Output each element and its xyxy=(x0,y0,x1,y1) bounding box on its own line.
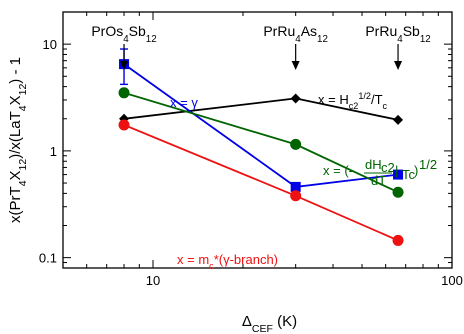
annotation-slope-text: Tc xyxy=(402,167,416,182)
x-axis-label: ΔCEF (K) xyxy=(242,313,297,334)
data-point xyxy=(290,93,301,104)
series-3 xyxy=(118,119,404,246)
plot-frame xyxy=(62,11,453,269)
annotation-slope-text: c2 xyxy=(381,160,395,175)
y-tick-label: 1 xyxy=(50,144,57,159)
compound-label-2: PrRu4Sb12 xyxy=(365,23,430,45)
compound-labels: PrOs4Sb12 PrRu4As12 PrRu4Sb12 xyxy=(91,23,431,70)
data-point xyxy=(392,186,404,198)
axes: 10 100 0.1 1 10 ΔCEF (K) x(PrT4X12)/x(LaT4X12)… xyxy=(7,11,463,334)
series-2 xyxy=(118,87,404,198)
annotation-slope-text: dH xyxy=(365,157,382,172)
x-tick-label: 10 xyxy=(146,273,160,288)
series-line xyxy=(123,63,399,188)
series-line xyxy=(123,124,399,242)
series-0 xyxy=(119,93,404,125)
series-1 xyxy=(119,48,404,192)
compound-label-0: PrOs4Sb12 xyxy=(91,23,156,45)
annotation-gamma: x = γ xyxy=(170,95,198,110)
data-point xyxy=(290,138,302,150)
annotation-slope-text: 1/2 xyxy=(419,157,437,172)
annotation-slope-text: dT xyxy=(371,173,386,188)
y-axis-label: x(PrT4X12)/x(LaT4X12) - 1 xyxy=(7,57,29,223)
annotation-hc2: x = Hc21/2/Tc xyxy=(318,91,388,111)
data-point xyxy=(118,119,130,131)
data-point xyxy=(393,114,404,125)
compound-arrowhead xyxy=(394,61,403,70)
y-tick-label: 10 xyxy=(43,37,57,52)
data-point xyxy=(392,234,404,246)
data-point xyxy=(290,190,302,202)
annotation-slope-text: x = (- xyxy=(323,163,353,178)
y-tick-label: 0.1 xyxy=(39,251,57,266)
data-point xyxy=(118,87,130,99)
compound-label-1: PrRu4As12 xyxy=(263,23,328,45)
compound-arrowhead xyxy=(291,61,300,70)
annotation-mc: x = mc*(γ-branch) xyxy=(177,252,278,271)
annotation-slope-text: ) xyxy=(414,163,418,178)
annotation-slope-text: | xyxy=(395,163,398,178)
compound-arrowhead xyxy=(120,61,129,70)
series-layer xyxy=(118,48,404,246)
x-tick-label: 100 xyxy=(441,273,463,288)
data-point xyxy=(393,169,404,180)
data-point xyxy=(290,181,301,192)
